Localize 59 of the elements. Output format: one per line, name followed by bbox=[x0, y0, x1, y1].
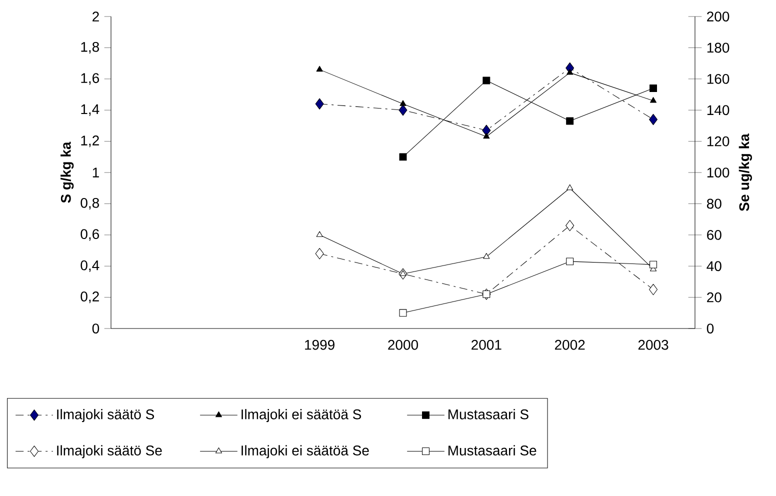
point bbox=[316, 66, 323, 72]
point bbox=[399, 153, 407, 161]
point bbox=[316, 231, 323, 237]
point bbox=[649, 114, 658, 126]
y-tick-label: 2 bbox=[92, 12, 99, 22]
point bbox=[482, 124, 491, 136]
x-tick-label: 2000 bbox=[388, 340, 418, 350]
point bbox=[649, 284, 658, 296]
x-tick-label: 2002 bbox=[554, 340, 585, 350]
x-tick-label: 1999 bbox=[305, 340, 334, 350]
y2-tick-label: 140 bbox=[707, 105, 730, 116]
y2-tick-label: 0 bbox=[706, 324, 714, 334]
y2-axis-title: Se ug/kg ka bbox=[738, 134, 752, 212]
legend-label: Ilmajoki ei säätöä Se bbox=[242, 445, 369, 458]
point bbox=[566, 68, 574, 75]
y2-tick-label: 40 bbox=[706, 261, 722, 272]
y-tick-label: 1 bbox=[92, 168, 99, 178]
point bbox=[399, 309, 407, 317]
point bbox=[483, 132, 490, 139]
point bbox=[566, 220, 574, 232]
x-tick-label: 2001 bbox=[472, 340, 502, 350]
legend-label: Ilmajoki säätö S bbox=[57, 409, 154, 422]
legend-label: Mustasaari S bbox=[448, 409, 528, 420]
point bbox=[483, 253, 490, 259]
x-tick-label: 2003 bbox=[638, 340, 668, 350]
point bbox=[566, 258, 574, 266]
y2-tick-label: 160 bbox=[707, 74, 730, 84]
point bbox=[315, 98, 324, 110]
y-tick-label: 0 bbox=[92, 324, 100, 334]
y-axis-title: S g/kg ka bbox=[60, 142, 74, 203]
y2-tick-label: 100 bbox=[707, 168, 730, 178]
point bbox=[482, 76, 490, 84]
y-tick-label: 1,4 bbox=[81, 104, 100, 116]
y-tick-label: 0,6 bbox=[80, 229, 100, 241]
point bbox=[650, 260, 658, 268]
point bbox=[315, 248, 324, 260]
point bbox=[400, 270, 406, 276]
legend-label: Mustasaari Se bbox=[448, 445, 536, 456]
point bbox=[566, 117, 574, 125]
y-tick-label: 1,2 bbox=[81, 136, 99, 148]
y2-tick-label: 80 bbox=[706, 198, 722, 209]
y2-tick-label: 20 bbox=[707, 292, 722, 302]
y2-tick-label: 60 bbox=[707, 230, 722, 240]
y2-tick-label: 120 bbox=[707, 136, 730, 146]
y-tick-label: 0,4 bbox=[80, 260, 100, 272]
y2-tick-label: 180 bbox=[707, 42, 730, 53]
y-tick-label: 1,6 bbox=[81, 73, 100, 85]
y2-tick-label: 200 bbox=[707, 12, 730, 22]
point bbox=[400, 100, 406, 106]
point bbox=[650, 97, 657, 103]
y-tick-label: 1,8 bbox=[81, 42, 100, 54]
point bbox=[398, 104, 408, 116]
point bbox=[482, 290, 490, 298]
legend-label: Ilmajoki ei säätöä S bbox=[242, 409, 362, 422]
point bbox=[566, 184, 574, 190]
legend-label: Ilmajoki säätö Se bbox=[57, 445, 162, 458]
y-tick-label: 0,2 bbox=[80, 292, 99, 304]
y-tick-label: 0,8 bbox=[80, 198, 100, 210]
point bbox=[650, 84, 658, 92]
